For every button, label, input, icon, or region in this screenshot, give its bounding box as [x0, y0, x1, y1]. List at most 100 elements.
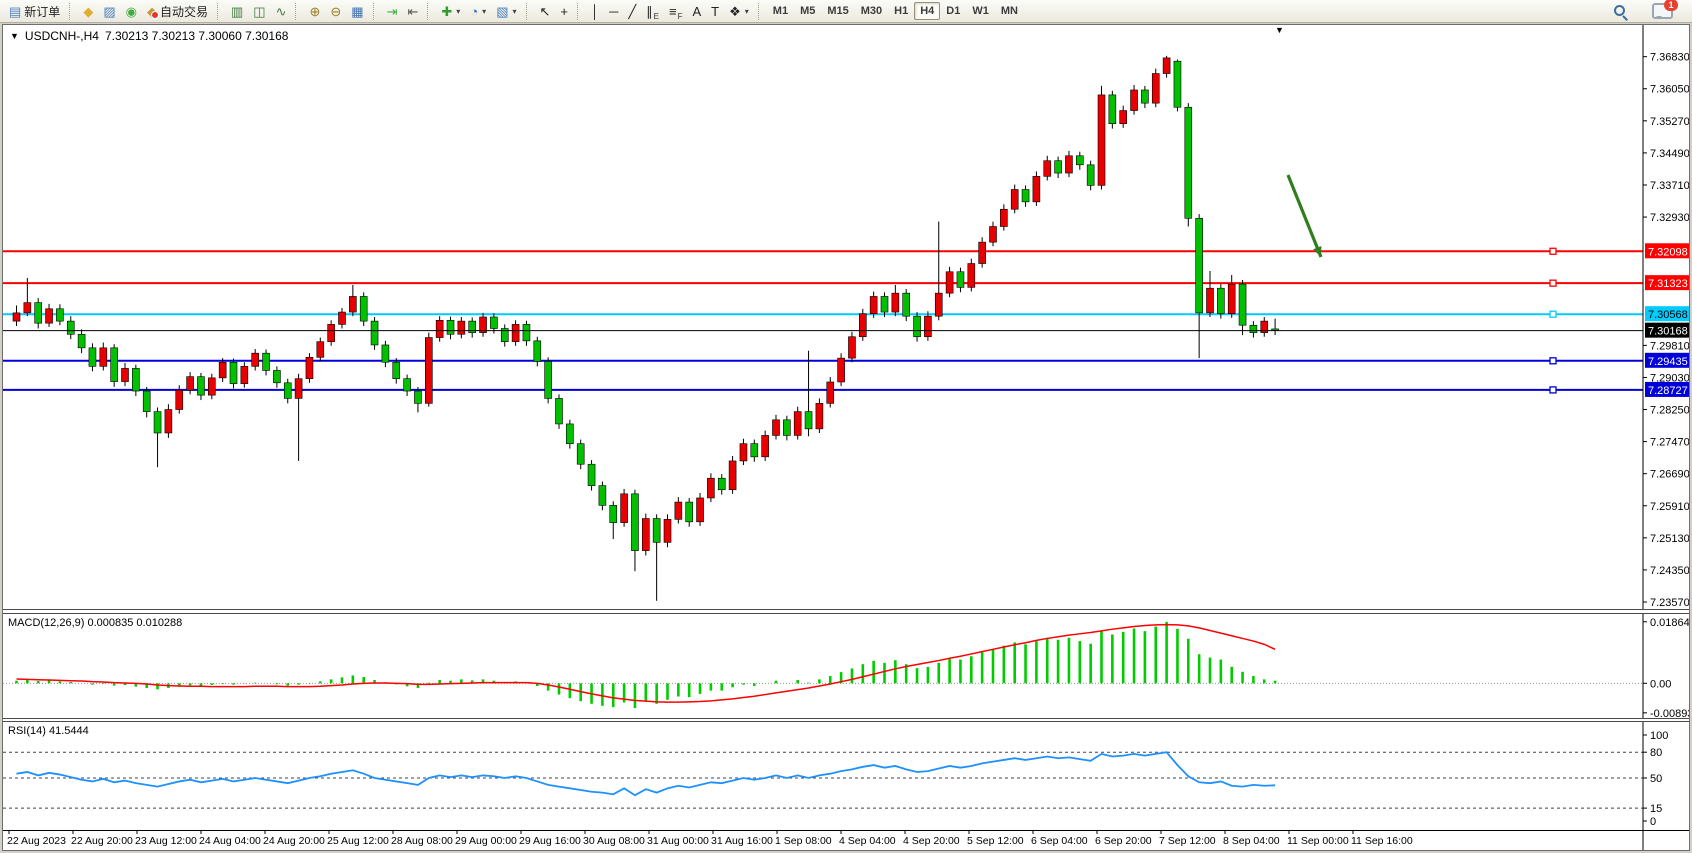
indicators-button[interactable]: ✚ ▾	[436, 0, 465, 22]
timeframe-h4-button[interactable]: H4	[914, 2, 941, 20]
autotrading-button-label: 自动交易	[159, 4, 208, 19]
chat-icon: 1	[1652, 0, 1678, 19]
time-axis[interactable]: 22 Aug 2023 22 Aug 20:00 23 Aug 12:00 24 Au…	[3, 830, 1689, 850]
tile-windows-button[interactable]: ▦	[346, 0, 368, 22]
rsi-axis[interactable]: 100 80 50 150	[1642, 722, 1668, 830]
hline-handle-resistance-2[interactable]	[1549, 279, 1557, 287]
candle-body	[424, 337, 433, 404]
candle-body	[446, 319, 455, 335]
crosshair-button[interactable]: +	[555, 0, 573, 22]
arrows-button[interactable]: ❖ ▾	[724, 0, 754, 22]
candle-body	[1184, 106, 1193, 219]
candle-body	[316, 341, 325, 358]
chart-shift-marker[interactable]: ▼	[1275, 25, 1284, 35]
macd-axis-label: -0.008934	[1650, 708, 1689, 718]
fibonacci-button[interactable]: ≡ F	[664, 0, 687, 22]
rsi-pane[interactable]: RSI(14) 41.5444 100 80 50 15 0	[3, 722, 1689, 830]
chat-button[interactable]: 1	[1647, 0, 1678, 22]
zoom-out-button[interactable]: ⊖	[325, 0, 346, 22]
line-chart-button[interactable]: ∿	[271, 0, 292, 22]
hline-handle-support-1[interactable]	[1549, 357, 1557, 365]
macd-axis-label: 0.00	[1650, 678, 1671, 690]
new-order-button[interactable]: ▤ 新订单	[4, 0, 65, 22]
toolbar-separator	[525, 2, 531, 20]
macd-canvas[interactable]: 0.018641 0.00 -0.008934	[3, 614, 1689, 718]
timeframe-m5-button[interactable]: M5	[800, 5, 816, 17]
search-button[interactable]	[1608, 0, 1633, 22]
candle-body	[533, 340, 542, 362]
candle-body	[902, 292, 911, 317]
rsi-axis-label: 80	[1650, 747, 1662, 759]
dropdown-caret-icon[interactable]: ▾	[482, 6, 487, 16]
icon-subscript: F	[677, 12, 683, 21]
price-chart-pane[interactable]: 7.36830 7.36050 7.35270 7.34490 7.33710 7.329…	[3, 25, 1689, 609]
text-button[interactable]: A	[688, 0, 707, 22]
arrow-annotation[interactable]	[1286, 174, 1323, 258]
dropdown-caret-icon[interactable]: ▾	[512, 6, 517, 16]
candle-body	[142, 390, 151, 412]
ohlc-collapse-icon[interactable]: ▼	[10, 31, 19, 41]
signals-button[interactable]: ◉	[121, 0, 142, 22]
rsi-canvas[interactable]: 100 80 50 150	[3, 722, 1689, 830]
periods-button[interactable]: ◔ ▾	[465, 0, 491, 22]
text-label-button[interactable]: T	[706, 0, 724, 22]
hline-handle-pivot-line[interactable]	[1549, 310, 1557, 318]
autotrading-button[interactable]: ◆自动交易	[142, 0, 213, 22]
auto-scroll-button[interactable]: ⇥	[382, 0, 403, 22]
price-axis-label: 7.33710	[1650, 180, 1689, 192]
price-tag-text: 7.32098	[1648, 246, 1688, 258]
timeframe-toolbar: M1 M5 M15 M30 H1 H4 D1 W1 MN	[767, 2, 1024, 20]
candle-body	[1195, 217, 1203, 314]
zoom-in-button[interactable]: ⊕	[304, 0, 325, 22]
dropdown-caret-icon[interactable]: ▾	[456, 6, 461, 16]
candle-body	[283, 382, 292, 399]
price-tag-text: 7.30568	[1648, 309, 1688, 321]
zoom-in-icon: ⊕	[309, 3, 321, 19]
macd-axis[interactable]: 0.018641 0.00 -0.008934	[1642, 614, 1689, 718]
price-tag-text: 7.28727	[1648, 385, 1688, 397]
hline-handle-support-2[interactable]	[1549, 386, 1557, 394]
timeframe-h1-button[interactable]: H1	[894, 5, 909, 17]
timeframe-w1-button[interactable]: W1	[972, 5, 989, 17]
timeframe-mn-button[interactable]: MN	[1000, 5, 1018, 17]
timeframe-d1-button[interactable]: D1	[946, 5, 961, 17]
hline-handle-resistance-1[interactable]	[1549, 247, 1557, 255]
candle-body	[359, 296, 368, 322]
price-axis[interactable]: 7.36830 7.36050 7.35270 7.34490 7.33710 7.329…	[1642, 25, 1689, 609]
templates-button[interactable]: ▧ ▾	[491, 0, 521, 22]
price-tag-current-price	[1645, 322, 1689, 338]
horizontal-line-objects[interactable]	[3, 247, 1643, 394]
price-axis-label: 7.36830	[1650, 52, 1689, 64]
price-chart-canvas[interactable]: 7.36830 7.36050 7.35270 7.34490 7.33710 7.329…	[3, 25, 1689, 609]
pane-splitter[interactable]	[3, 718, 1689, 722]
chart-shift-button[interactable]: ⇤	[402, 0, 423, 22]
vertical-line-button[interactable]: │	[586, 0, 604, 22]
candle-body	[1227, 283, 1236, 315]
candlestick-chart-button[interactable]: ◫	[248, 0, 270, 22]
macd-pane[interactable]: MACD(12,26,9) 0.000835 0.010288 0.018641…	[3, 614, 1689, 718]
chart-profiles-button[interactable]: ◆	[78, 0, 98, 22]
candle-body	[66, 320, 75, 335]
dropdown-caret-icon[interactable]: ▾	[744, 6, 749, 16]
bar-chart-button[interactable]: ▥	[226, 0, 248, 22]
market-watch-button[interactable]: ▨	[98, 0, 120, 22]
timeframe-m1-button[interactable]: M1	[772, 5, 789, 17]
equidistant-channel-button[interactable]: ∥ E	[641, 0, 664, 22]
zoom-out-icon: ⊖	[330, 3, 342, 19]
candle-body	[88, 347, 97, 367]
auto-scroll-icon: ⇥	[386, 3, 398, 19]
cursor-button[interactable]: ↖	[535, 0, 556, 22]
candle-body	[45, 308, 53, 324]
candle-body	[848, 336, 856, 359]
candle-body	[490, 316, 498, 329]
candlesticks	[12, 55, 1279, 601]
time-axis-label: 1 Sep 08:00	[775, 835, 832, 847]
horizontal-line-button[interactable]: ─	[604, 0, 623, 22]
timeframe-m15-button[interactable]: M15	[827, 5, 849, 17]
trendline-button[interactable]: ╱	[623, 0, 641, 22]
candle-body	[99, 347, 108, 367]
pane-splitter[interactable]	[3, 609, 1689, 614]
timeframe-m30-button[interactable]: M30	[860, 5, 883, 17]
candle-body	[750, 443, 759, 458]
price-axis-label: 7.25910	[1650, 501, 1689, 513]
